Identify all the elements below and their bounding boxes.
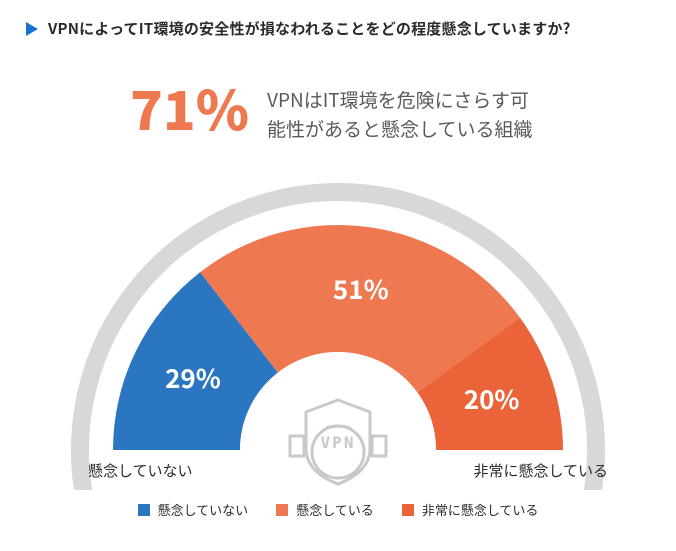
headline: 71% VPNはIT環境を危険にさらす可能性があると懸念している組織 (130, 80, 537, 143)
legend-label: 懸念していない (158, 500, 249, 519)
gauge-chart: 29% 51% 20% VPN 懸念していない 非常に懸念している (38, 170, 638, 490)
legend-swatch (402, 504, 414, 516)
gauge-segment-pct: 51% (333, 270, 389, 307)
legend-label: 非常に懸念している (422, 500, 539, 519)
headline-subtext: VPNはIT環境を危険にさらす可能性があると懸念している組織 (267, 86, 537, 143)
gauge-segment-pct: 29% (165, 359, 221, 396)
legend: 懸念していない 懸念している 非常に懸念している (0, 500, 676, 519)
title-bullet-icon (26, 22, 38, 36)
legend-swatch (138, 504, 150, 516)
svg-text:VPN: VPN (321, 433, 356, 452)
legend-item: 懸念している (276, 500, 374, 519)
gauge-chart-wrap: 29% 51% 20% VPN 懸念していない 非常に懸念している (0, 170, 676, 490)
legend-item: 懸念していない (138, 500, 249, 519)
legend-item: 非常に懸念している (402, 500, 539, 519)
headline-big-pct: 71% (130, 80, 249, 134)
axis-label-left: 懸念していない (88, 460, 193, 481)
title-row: VPNによってIT環境の安全性が損なわれることをどの程度懸念していますか? (26, 18, 650, 39)
gauge-segment-pct: 20% (464, 380, 520, 417)
axis-label-right: 非常に懸念している (473, 460, 608, 481)
legend-label: 懸念している (296, 500, 374, 519)
legend-swatch (276, 504, 288, 516)
gauge-svg: 29% 51% 20% VPN (38, 170, 638, 490)
title-text: VPNによってIT環境の安全性が損なわれることをどの程度懸念していますか? (48, 18, 571, 39)
